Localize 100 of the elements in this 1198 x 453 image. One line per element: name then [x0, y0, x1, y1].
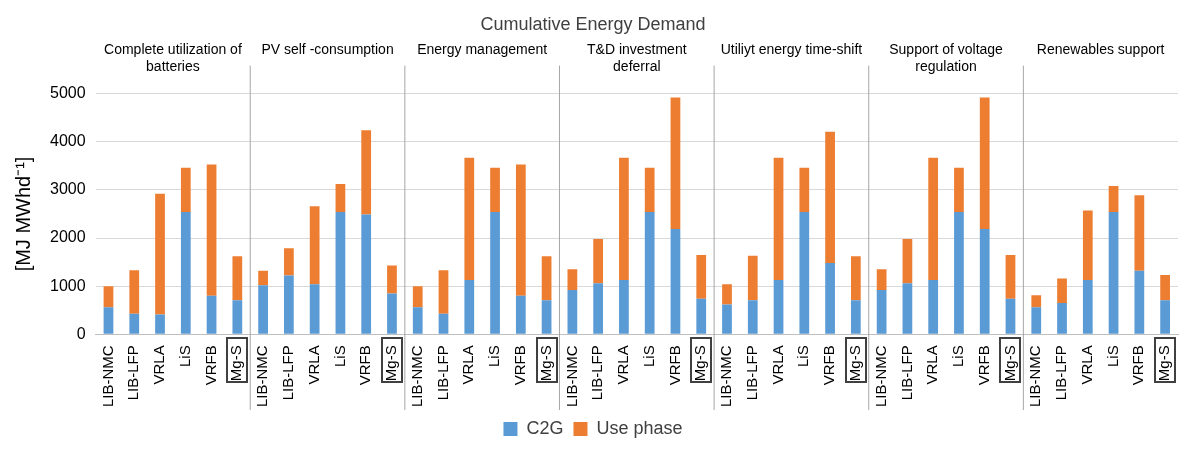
bar	[799, 212, 810, 334]
bar	[412, 286, 423, 308]
text: Energy management	[417, 41, 548, 58]
bar	[979, 97, 990, 229]
text: Utiliyt energy time-shift	[720, 41, 863, 58]
bar	[850, 300, 861, 334]
bar	[954, 212, 964, 334]
bar	[232, 300, 243, 334]
x-tick-label: LIB-NMC	[253, 345, 271, 407]
bar	[928, 157, 939, 280]
x-tick-label: LIB-LFP	[124, 345, 142, 401]
bar	[1005, 254, 1016, 299]
x-tick-label: VRLA	[304, 345, 322, 385]
bar	[155, 193, 165, 315]
text: Support of voltage regulation	[889, 41, 1004, 75]
bar	[258, 285, 268, 334]
bar	[670, 228, 681, 334]
bar	[1005, 298, 1016, 334]
bar	[722, 284, 732, 305]
bar	[696, 298, 707, 334]
bar	[619, 157, 629, 280]
x-tick-label: VRFB	[201, 345, 219, 386]
bar	[825, 131, 835, 264]
bar	[438, 270, 449, 314]
bar	[1160, 300, 1170, 334]
bar	[129, 313, 140, 334]
x-tick-label: VRLA	[614, 345, 632, 385]
x-tick-label: LiS	[794, 345, 812, 368]
bar	[876, 269, 887, 291]
text: PV self -consumption	[261, 41, 394, 58]
bar	[799, 167, 810, 213]
bar	[180, 212, 191, 334]
bar	[747, 300, 758, 334]
bar	[773, 157, 784, 280]
bar	[309, 206, 320, 285]
y-tick-label: 2000	[50, 228, 86, 246]
bar	[773, 279, 784, 334]
x-tick-label: LiS	[330, 345, 348, 368]
x-tick-label: LIB-NMC	[1026, 345, 1044, 407]
text: T&D investment deferral	[587, 41, 687, 75]
bar	[876, 290, 887, 334]
bar	[567, 269, 578, 291]
x-tick-label: LIB-LFP	[897, 345, 915, 401]
x-tick-label: VRLA	[150, 345, 168, 385]
bar	[1134, 270, 1145, 334]
x-tick-label: Mg-S	[1155, 345, 1173, 382]
bar	[1082, 210, 1093, 280]
bar	[696, 254, 707, 299]
bar	[490, 167, 500, 213]
bar	[593, 239, 604, 284]
bar	[1134, 195, 1145, 271]
x-tick-label: LIB-NMC	[562, 345, 580, 407]
x-tick-label: VRFB	[974, 345, 992, 386]
x-tick-label: LIB-NMC	[871, 345, 889, 407]
bar	[387, 265, 397, 294]
y-axis-title: [MJ MWhd⁻¹]	[11, 156, 34, 272]
x-tick-label: LiS	[949, 345, 967, 368]
bar	[928, 279, 939, 334]
bar	[258, 270, 268, 286]
bar	[954, 167, 964, 213]
bar	[644, 167, 655, 213]
y-tick-label: 5000	[50, 84, 86, 102]
bar	[1057, 303, 1067, 334]
bar	[825, 263, 835, 334]
bar	[515, 164, 526, 296]
x-tick-label: Mg-S	[382, 345, 400, 382]
bar	[670, 97, 681, 229]
x-tick-label: VRFB	[665, 345, 683, 386]
x-tick-label: VRLA	[768, 345, 786, 385]
legend-label: C2G	[526, 417, 564, 438]
x-tick-label: LIB-LFP	[279, 345, 297, 401]
x-tick-label: Mg-S	[1000, 345, 1018, 382]
bar	[541, 256, 552, 301]
bar	[284, 275, 294, 334]
bar	[180, 167, 191, 213]
bar	[644, 212, 655, 334]
x-tick-label: VRFB	[820, 345, 838, 386]
text: Renewables support	[1036, 41, 1165, 58]
bar	[593, 283, 604, 334]
x-tick-label: LiS	[1103, 345, 1121, 368]
bar	[541, 300, 552, 334]
bar	[747, 255, 758, 301]
x-tick-label: LIB-NMC	[98, 345, 116, 407]
bar	[284, 248, 294, 276]
bar	[619, 279, 629, 334]
bar	[722, 304, 732, 334]
bar	[129, 270, 140, 314]
bar	[103, 307, 114, 334]
bar	[335, 212, 346, 334]
text: Complete utilization of batteries	[104, 41, 242, 75]
chart-title: Cumulative Energy Demand	[480, 13, 706, 34]
x-tick-label: LiS	[639, 345, 657, 368]
bar	[361, 130, 372, 215]
bar	[412, 307, 423, 334]
bar	[1057, 278, 1067, 304]
bar	[1031, 307, 1042, 334]
y-tick-label: 3000	[50, 180, 86, 198]
bar	[438, 313, 449, 334]
bar	[155, 314, 165, 334]
x-tick-label: VRFB	[356, 345, 374, 386]
